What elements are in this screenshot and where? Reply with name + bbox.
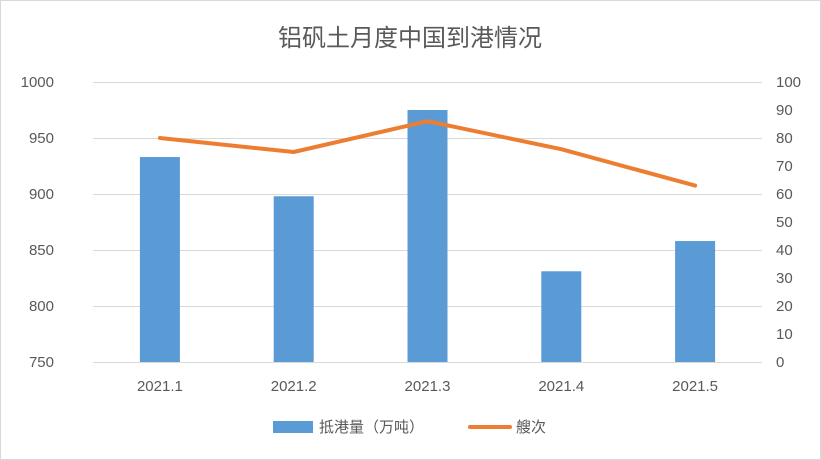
y-right-tick-label: 70: [776, 158, 793, 175]
y-left-tick-label: 1000: [21, 74, 54, 91]
y-right-tick-label: 90: [776, 102, 793, 119]
bar: [541, 271, 582, 362]
y-left-tick-label: 850: [29, 242, 54, 259]
y-left-tick-label: 750: [29, 354, 54, 371]
y-right-tick-label: 80: [776, 130, 793, 147]
y-right-tick-label: 20: [776, 298, 793, 315]
y-left-tick-label: 800: [29, 298, 54, 315]
x-axis: 2021.1 2021.2 2021.3 2021.4 2021.5: [137, 378, 718, 395]
legend: 抵港量（万吨） 艘次: [273, 418, 546, 436]
y-right-tick-label: 50: [776, 214, 793, 231]
x-tick-label: 2021.5: [672, 378, 718, 395]
x-tick-label: 2021.3: [405, 378, 451, 395]
line-path: [157, 119, 698, 188]
x-tick-label: 2021.4: [538, 378, 584, 395]
legend-swatch-bar: [273, 421, 313, 433]
y-right-tick-label: 40: [776, 242, 793, 259]
x-tick-label: 2021.2: [271, 378, 317, 395]
y-axis-right: 0 10 20 30 40 50 60 70 80 90 100: [776, 74, 801, 371]
bar: [407, 110, 448, 362]
x-tick-label: 2021.1: [137, 378, 183, 395]
y-right-tick-label: 100: [776, 74, 801, 91]
line-series: [157, 119, 698, 188]
y-right-tick-label: 30: [776, 270, 793, 287]
y-left-tick-label: 900: [29, 186, 54, 203]
y-axis-left: 750 800 850 900 950 1000: [21, 74, 54, 371]
bar: [675, 241, 716, 362]
legend-label-line: 艘次: [516, 418, 546, 436]
y-right-tick-label: 60: [776, 186, 793, 203]
y-right-tick-label: 0: [776, 354, 784, 371]
bar: [139, 157, 180, 362]
y-right-tick-label: 10: [776, 326, 793, 343]
legend-label-bar: 抵港量（万吨）: [319, 418, 424, 436]
bar: [273, 196, 314, 362]
chart-title: 铝矾土月度中国到港情况: [278, 24, 542, 52]
bar-series: [139, 110, 716, 362]
y-left-tick-label: 950: [29, 130, 54, 147]
